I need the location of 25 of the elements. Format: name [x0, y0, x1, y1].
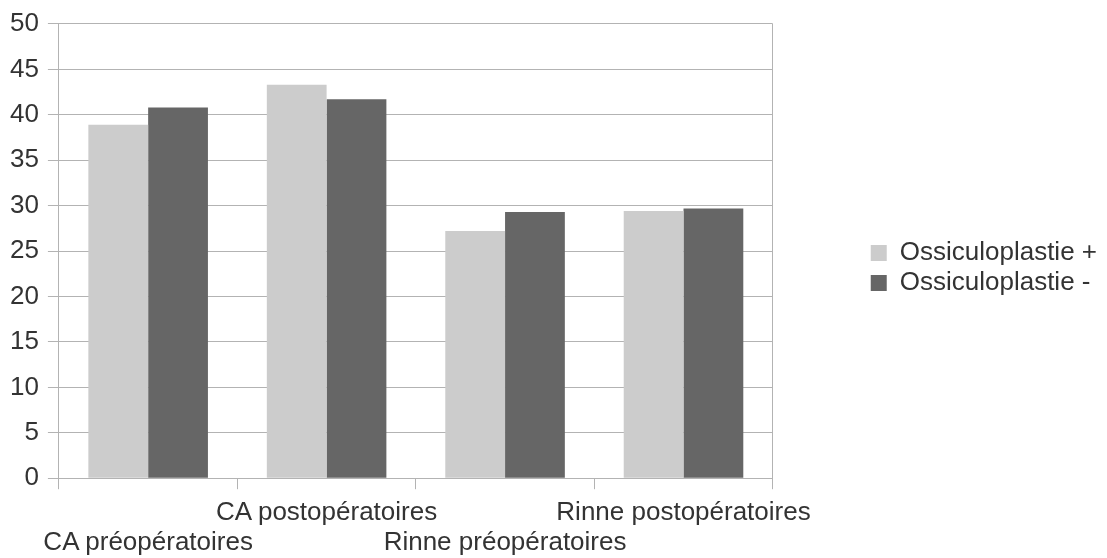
y-tick-label: 50 — [10, 7, 39, 38]
bar — [148, 107, 208, 478]
y-tick-label: 40 — [10, 97, 39, 128]
bar — [266, 84, 327, 478]
legend-label: Ossiculoplastie + — [899, 236, 1098, 267]
x-tick-label: CA préopératoires — [43, 526, 253, 557]
y-tick-label: 20 — [10, 279, 39, 310]
bar — [683, 208, 744, 478]
y-tick-label: 10 — [10, 370, 39, 401]
legend-label: Ossiculoplastie - — [899, 266, 1091, 297]
bar — [445, 231, 506, 478]
y-tick-label: 5 — [24, 415, 39, 446]
y-tick-label: 30 — [10, 188, 39, 219]
x-tick-label: Rinne préopératoires — [383, 526, 627, 557]
x-tick-label: Rinne postopératoires — [556, 496, 811, 527]
y-tick-label: 25 — [10, 234, 39, 265]
y-tick-label: 0 — [24, 461, 39, 492]
y-tick-label: 45 — [10, 52, 39, 83]
y-tick-label: 15 — [10, 325, 39, 356]
y-tick-label: 35 — [10, 143, 39, 174]
x-tick-label: CA postopératoires — [216, 496, 438, 527]
bar — [326, 99, 387, 478]
bar — [505, 212, 565, 478]
bar — [88, 124, 149, 478]
bar — [623, 211, 684, 478]
